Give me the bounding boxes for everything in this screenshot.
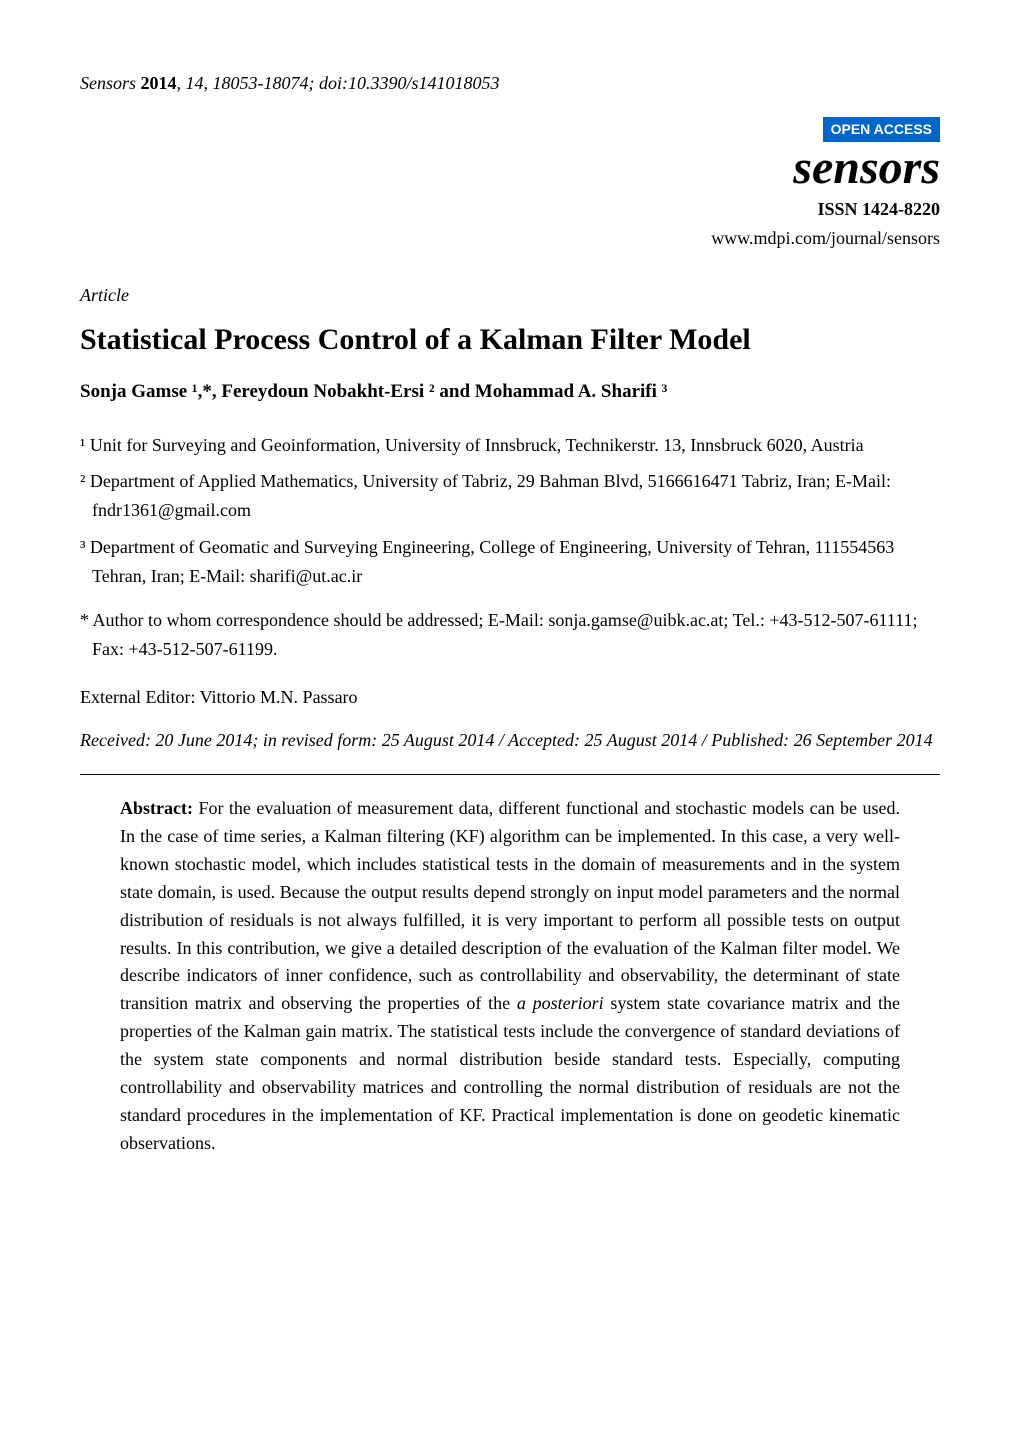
pages: 18053-18074 xyxy=(213,73,309,93)
header-reference: Sensors 2014, 14, 18053-18074; doi:10.33… xyxy=(80,70,940,97)
year: 2014 xyxy=(141,73,177,93)
abstract-text-1: For the evaluation of measurement data, … xyxy=(120,798,900,1013)
issn: ISSN 1424-8220 xyxy=(80,196,940,223)
article-type: Article xyxy=(80,282,940,309)
abstract: Abstract: For the evaluation of measurem… xyxy=(80,795,940,1158)
journal-ref: Sensors xyxy=(80,73,136,93)
journal-block: OPEN ACCESS sensors ISSN 1424-8220 www.m… xyxy=(80,117,940,252)
open-access-badge: OPEN ACCESS xyxy=(823,117,940,142)
external-editor: External Editor: Vittorio M.N. Passaro xyxy=(80,684,940,711)
publication-dates: Received: 20 June 2014; in revised form:… xyxy=(80,727,940,754)
abstract-label: Abstract: xyxy=(120,798,193,818)
volume: 14 xyxy=(186,73,204,93)
affiliation-3: ³ Department of Geomatic and Surveying E… xyxy=(80,533,940,591)
article-title: Statistical Process Control of a Kalman … xyxy=(80,317,940,362)
journal-name: sensors xyxy=(80,144,940,192)
journal-url: www.mdpi.com/journal/sensors xyxy=(80,225,940,252)
abstract-italic: a posteriori xyxy=(517,993,604,1013)
authors: Sonja Gamse ¹,*, Fereydoun Nobakht-Ersi … xyxy=(80,378,940,407)
corresponding-author: * Author to whom correspondence should b… xyxy=(80,606,940,664)
abstract-text-2: system state covariance matrix and the p… xyxy=(120,993,900,1152)
divider xyxy=(80,774,940,775)
affiliation-1: ¹ Unit for Surveying and Geoinformation,… xyxy=(80,431,940,460)
doi: doi:10.3390/s141018053 xyxy=(319,73,500,93)
affiliation-2: ² Department of Applied Mathematics, Uni… xyxy=(80,467,940,525)
